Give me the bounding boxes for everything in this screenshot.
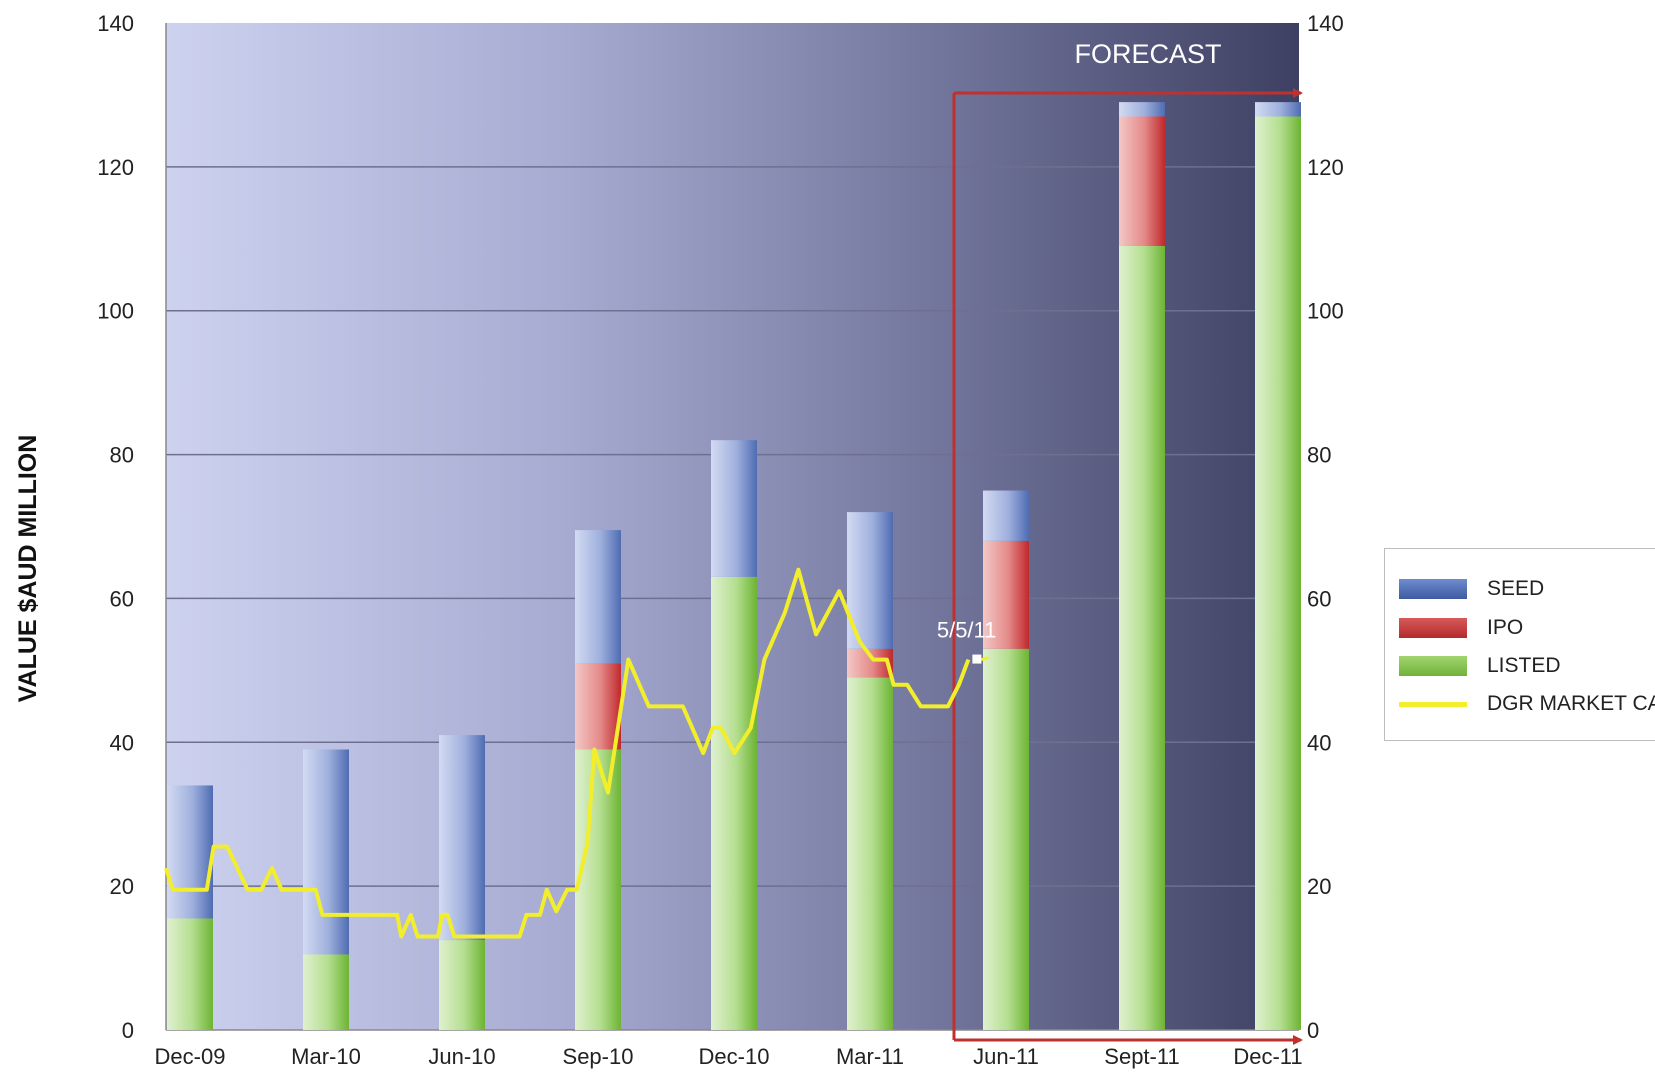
legend-item-seed: SEED xyxy=(1399,577,1544,601)
bar-ipo xyxy=(575,663,621,750)
legend-swatch-listed xyxy=(1399,656,1467,676)
x-tick-label: Dec-09 xyxy=(155,1044,226,1069)
x-tick-label: Mar-10 xyxy=(291,1044,361,1069)
bars xyxy=(167,102,1301,1030)
legend-swatch-seed xyxy=(1399,579,1467,599)
bar-seed xyxy=(711,440,757,577)
y2-tick-label: 20 xyxy=(1307,874,1331,899)
annotation-forecast: FORECAST xyxy=(1074,39,1221,69)
x-tick-label: Sept-11 xyxy=(1104,1044,1179,1069)
market-cap-line xyxy=(164,567,989,939)
y-tick-label: 60 xyxy=(110,586,134,611)
legend-line-market-cap xyxy=(1399,701,1467,707)
legend-item-listed: LISTED xyxy=(1399,654,1561,678)
market-cap-line-path xyxy=(164,567,971,939)
x-tick-label: Jun-10 xyxy=(428,1044,495,1069)
y-tick-label: 20 xyxy=(110,874,134,899)
bar-listed xyxy=(439,940,485,1030)
bar-listed xyxy=(303,954,349,1030)
bar-seed xyxy=(983,490,1029,541)
y2-tick-label: 60 xyxy=(1307,586,1331,611)
x-tick-label: Sep-10 xyxy=(563,1044,634,1069)
y2-tick-label: 120 xyxy=(1307,155,1344,180)
bar-listed xyxy=(983,648,1029,1030)
annotation-date: 5/5/11 xyxy=(937,618,997,643)
x-tick-label: Mar-11 xyxy=(836,1044,904,1069)
y2-tick-label: 40 xyxy=(1307,730,1331,755)
y-tick-label: 140 xyxy=(97,11,134,36)
x-tick-label: Dec-10 xyxy=(699,1044,770,1069)
legend-swatch-ipo xyxy=(1399,618,1467,638)
legend-label-market-cap: DGR MARKET CAP xyxy=(1487,692,1655,715)
bar-seed xyxy=(167,785,213,919)
bar-ipo xyxy=(983,540,1029,649)
y2-tick-label: 80 xyxy=(1307,443,1331,468)
y2-tick-label: 100 xyxy=(1307,299,1344,324)
bar-listed xyxy=(711,576,757,1030)
legend: SEED IPO LISTED DGR MARKET CAP xyxy=(1384,548,1655,741)
y-tick-label: 100 xyxy=(97,299,134,324)
legend-label-listed: LISTED xyxy=(1487,654,1561,677)
market-cap-end-tail xyxy=(980,656,989,662)
legend-item-ipo: IPO xyxy=(1399,616,1523,640)
legend-label-seed: SEED xyxy=(1487,577,1545,600)
bar-seed xyxy=(303,749,349,955)
y-axis-title: VALUE $AUD MILLION xyxy=(14,435,42,703)
bar-seed xyxy=(439,735,485,941)
bar-listed xyxy=(167,918,213,1030)
legend-item-market-cap: DGR MARKET CAP xyxy=(1399,692,1655,716)
legend-label-ipo: IPO xyxy=(1487,616,1524,639)
forecast-box xyxy=(952,88,1303,1045)
bar-listed xyxy=(575,749,621,1030)
x-tick-label: Dec-11 xyxy=(1233,1044,1302,1069)
bar-listed xyxy=(847,677,893,1030)
axes: 0 20 40 60 80 100 120 140 0 20 40 60 80 100 120 140 Dec-… xyxy=(14,11,1344,1069)
y-tick-label: 80 xyxy=(110,443,134,468)
y2-tick-label: 0 xyxy=(1307,1018,1319,1043)
bar-seed xyxy=(1119,102,1165,117)
bar-ipo xyxy=(1119,116,1165,246)
labels: 5/5/11 FORECAST xyxy=(937,39,1222,643)
x-tick-label: Jun-11 xyxy=(973,1044,1039,1069)
bar-listed xyxy=(1119,245,1165,1030)
market-cap-end-marker xyxy=(972,654,982,664)
bar-seed xyxy=(575,530,621,664)
y-tick-label: 0 xyxy=(122,1018,134,1043)
y2-tick-label: 140 xyxy=(1307,11,1344,36)
y-tick-label: 40 xyxy=(110,730,134,755)
y-tick-label: 120 xyxy=(97,155,134,180)
bar-listed xyxy=(1255,116,1301,1030)
bar-seed xyxy=(1255,102,1301,117)
